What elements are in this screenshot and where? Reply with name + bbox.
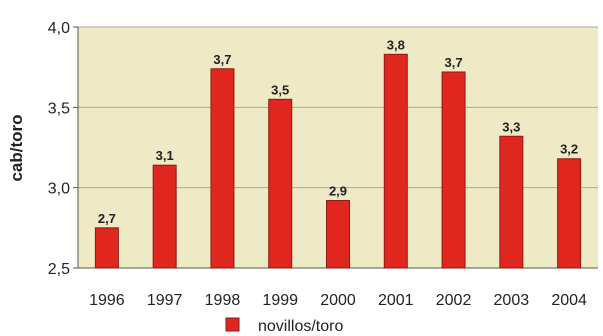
bar	[326, 200, 350, 269]
y-tick-label: 4,0	[48, 20, 70, 37]
bars	[94, 53, 582, 269]
legend-label: novillos/toro	[258, 318, 343, 335]
legend: novillos/toro	[225, 317, 343, 335]
bar	[152, 164, 177, 269]
x-tick-label: 2001	[378, 292, 414, 309]
data-label: 3,3	[502, 119, 520, 134]
bar	[499, 135, 524, 269]
y-axis-ticks: 2,5 3,0 3,5 4,0	[48, 20, 78, 278]
data-label: 3,7	[445, 55, 463, 70]
data-label: 3,8	[387, 37, 405, 52]
x-tick-label: 1998	[205, 292, 241, 309]
bar	[557, 158, 582, 269]
x-tick-label: 1996	[89, 292, 125, 309]
data-label: 3,1	[156, 148, 174, 163]
data-label: 2,7	[98, 211, 116, 226]
y-tick-label: 3,0	[48, 181, 70, 198]
data-labels: 2,7 3,1 3,7 3,5 2,9 3,8 3,7 3,3 3,2	[98, 37, 578, 226]
x-axis-ticks: 1996 1997 1998 1999 2000 2001 2002 2003 2004	[89, 292, 587, 309]
x-tick-label: 2004	[551, 292, 587, 309]
x-tick-label: 1997	[147, 292, 183, 309]
bar	[210, 68, 235, 269]
x-tick-label: 2003	[494, 292, 530, 309]
data-label: 3,5	[271, 82, 289, 97]
x-tick-label: 1999	[262, 292, 298, 309]
data-label: 3,2	[560, 142, 578, 157]
bar	[441, 71, 466, 269]
y-tick-label: 3,5	[48, 100, 70, 117]
bar	[94, 227, 119, 269]
data-label: 3,7	[213, 52, 231, 67]
data-label: 2,9	[329, 184, 347, 199]
bar	[383, 53, 408, 269]
y-axis-title: cab/toro	[7, 114, 26, 181]
bar	[268, 98, 293, 269]
legend-swatch	[225, 317, 240, 332]
x-tick-label: 2000	[320, 292, 356, 309]
x-tick-label: 2002	[436, 292, 472, 309]
y-tick-label: 2,5	[48, 261, 70, 278]
